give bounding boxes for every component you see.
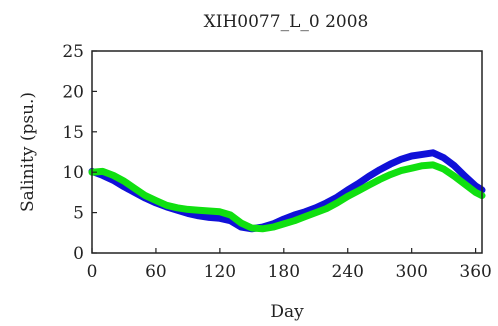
x-tick-label: 0	[87, 262, 98, 282]
series-layer	[88, 149, 486, 233]
series-2-point	[367, 183, 371, 188]
series-2-point	[356, 188, 361, 193]
series-1-point	[420, 152, 425, 157]
series-1-point	[431, 150, 435, 155]
series-2-point	[132, 186, 137, 191]
series-1-point	[356, 181, 361, 186]
series-1-point	[452, 163, 457, 168]
series-2-point	[409, 166, 414, 171]
x-tick-label: 60	[145, 262, 167, 282]
series-2-point	[249, 226, 254, 230]
y-axis-label: Salinity (psu.)	[18, 92, 38, 212]
series-2-point	[431, 162, 435, 167]
series-2-point	[228, 213, 233, 217]
series-2-point	[164, 203, 169, 208]
series-2-point	[335, 200, 340, 205]
y-tick-label: 25	[62, 42, 84, 62]
series-1-point	[217, 216, 222, 221]
y-tick-label: 0	[73, 244, 84, 264]
series-1-point	[473, 183, 478, 188]
series-2-point	[260, 226, 265, 231]
series-2-point	[122, 179, 126, 184]
series-2-point	[441, 167, 446, 171]
series-2-point	[463, 182, 467, 187]
x-axis-ticks: 0 60 120 180 240 300 360	[87, 248, 492, 282]
series-1-point	[324, 200, 329, 205]
series-2-point	[143, 193, 148, 198]
y-tick-label: 10	[62, 163, 84, 183]
series-2-point	[377, 177, 382, 182]
series-1-point	[399, 157, 403, 162]
series-1-point	[409, 154, 414, 158]
series-2-point	[175, 205, 180, 210]
series-2-point	[217, 209, 222, 214]
series-2-point	[153, 198, 158, 203]
series-2-point	[100, 169, 105, 174]
series-2-point	[292, 218, 297, 223]
x-tick-label: 180	[268, 262, 300, 282]
y-tick-label: 5	[73, 204, 84, 224]
series-1-point	[367, 174, 371, 179]
series-2-point	[185, 207, 190, 212]
series-2-point	[303, 214, 308, 219]
series-1-point	[207, 215, 212, 220]
series-2-point	[473, 190, 478, 195]
series-2-point	[271, 225, 276, 230]
series-1-point	[463, 174, 467, 179]
series-2-point	[388, 172, 393, 177]
series-2	[88, 161, 486, 233]
series-1-point	[345, 188, 350, 192]
series-1-point	[388, 162, 393, 167]
x-tick-label: 240	[332, 262, 364, 282]
y-tick-label: 20	[62, 82, 84, 102]
series-1-point	[196, 213, 201, 218]
series-2-point	[452, 174, 457, 179]
series-2-point	[111, 173, 116, 178]
y-axis-ticks: 0 5 10 15 20 25	[62, 42, 97, 264]
series-2-point	[207, 209, 212, 213]
x-tick-label: 300	[395, 262, 427, 282]
series-2-point	[196, 208, 201, 213]
series-2-point	[313, 210, 318, 215]
series-1-point	[377, 167, 382, 172]
x-tick-label: 120	[204, 262, 236, 282]
series-1-point	[292, 213, 297, 217]
series-2-point	[420, 163, 425, 168]
series-1-point	[441, 155, 446, 160]
series-2-point	[239, 221, 244, 226]
x-axis-label: Day	[270, 302, 304, 322]
plot-frame	[91, 50, 483, 254]
x-tick-label: 360	[459, 262, 491, 282]
series-2-point	[281, 221, 286, 226]
series-2-point	[324, 206, 329, 211]
series-2-point	[399, 168, 403, 173]
y-tick-label: 15	[62, 123, 84, 143]
series-2-point	[345, 194, 350, 199]
chart-title: XIH0077_L_0 2008	[204, 12, 369, 32]
